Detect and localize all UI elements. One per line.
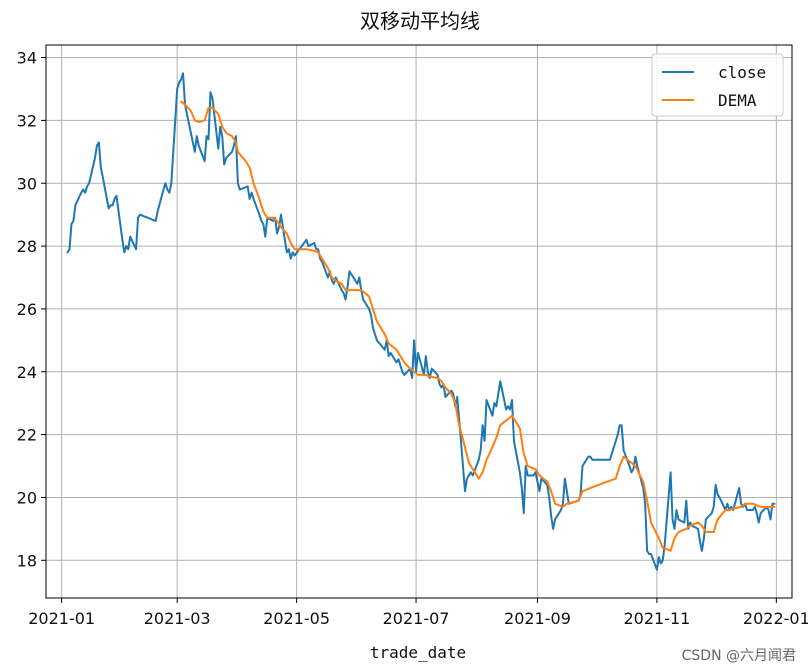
watermark: CSDN @六月闻君 <box>682 648 796 664</box>
y-tick-label: 24 <box>17 363 37 382</box>
axes: 2021-01 2021-03 2021-05 2021-07 2021-09 2021-… <box>17 49 808 628</box>
legend-label: close <box>718 63 766 82</box>
series-line-dema <box>180 100 776 552</box>
series-layer <box>66 72 776 571</box>
y-tick-label: 22 <box>17 426 37 445</box>
x-tick-label: 2021-11 <box>623 609 690 628</box>
x-tick-label: 2022-01 <box>743 609 808 628</box>
y-tick-label: 28 <box>17 237 37 256</box>
y-tick-label: 34 <box>17 49 37 68</box>
x-tick-label: 2021-01 <box>28 609 95 628</box>
series-line-close <box>66 72 776 571</box>
x-tick-label: 2021-07 <box>383 609 450 628</box>
chart-title: 双移动平均线 <box>360 9 480 33</box>
grid-lines <box>46 45 792 598</box>
y-tick-label: 20 <box>17 488 37 507</box>
y-tick-label: 26 <box>17 300 37 319</box>
plot-frame <box>45 44 793 599</box>
y-tick-label: 18 <box>17 551 37 570</box>
legend-label: DEMA <box>718 91 757 110</box>
x-tick-label: 2021-03 <box>144 609 211 628</box>
legend: close DEMA <box>651 53 784 117</box>
x-tick-label: 2021-05 <box>263 609 330 628</box>
y-tick-label: 32 <box>17 111 37 130</box>
y-tick-label: 30 <box>17 174 37 193</box>
x-tick-label: 2021-09 <box>504 609 571 628</box>
x-axis-label: trade_date <box>370 643 466 662</box>
